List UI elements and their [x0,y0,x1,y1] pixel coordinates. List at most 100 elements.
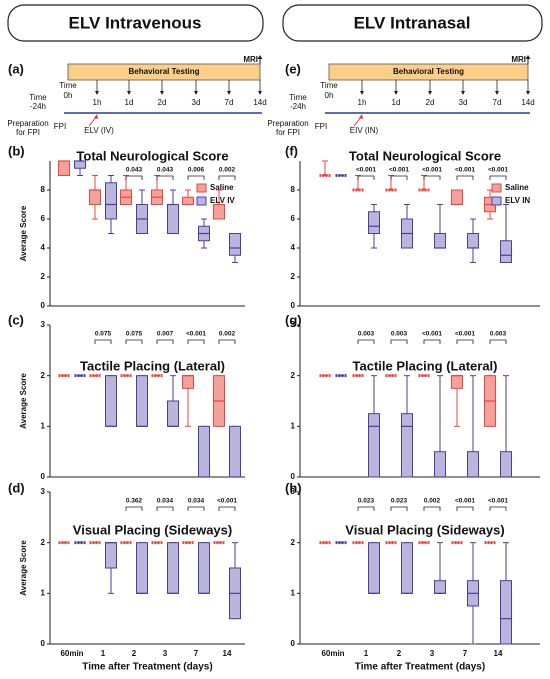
box [105,375,117,427]
y-tick-label: 3 [41,487,46,496]
box [368,542,380,594]
p-value: 0.075 [95,331,112,338]
significance-bracket [423,506,441,511]
p-value: 0.043 [157,167,174,174]
chart-title: Visual Placing (Sideways) [73,522,232,537]
p-value: <0.001 [217,498,237,505]
treatment-label: EIV (IN) [350,126,379,135]
significance-bracket [187,506,205,511]
box [434,233,446,249]
arrow-head [127,91,131,95]
box [136,375,148,427]
box [434,451,446,478]
legend-label: Saline [210,183,234,192]
time-point: 14d [253,98,266,107]
arrow-head [258,91,262,95]
arrow-head [257,55,263,59]
y-tick-label: 3 [291,320,296,329]
legend-swatch [491,183,502,193]
box [401,542,413,594]
y-axis-label: Average Score [19,373,28,429]
p-value: <0.001 [455,331,475,338]
p-value: 0.362 [126,498,143,505]
p-value: 0.034 [188,498,205,505]
x-tick-label: 1 [364,649,369,658]
p-value: <0.001 [389,167,409,174]
box [467,451,479,478]
y-tick-label: 1 [41,588,46,597]
panel-label: (g) [285,312,302,327]
y-tick-label: 1 [291,588,296,597]
prep-label: Preparation [7,119,48,128]
arrow-head [428,91,432,95]
y-tick-label: 2 [41,538,46,547]
x-tick-label: 14 [223,649,232,658]
fpi-label: FPI [315,122,327,131]
y-tick-label: 0 [291,301,296,310]
significance-bracket [489,175,507,180]
arrow-head [95,91,99,95]
significance-bracket [125,175,143,180]
p-value: 0.043 [126,167,143,174]
y-tick-label: 8 [291,185,296,194]
significance-bracket [94,339,112,344]
p-value: 0.007 [157,331,174,338]
p-value: 0.002 [424,498,441,505]
significance-bracket [156,339,174,344]
p-value: 0.003 [358,331,375,338]
chart-title: Total Neurological Score [349,148,501,163]
prep-label: for FPI [16,128,40,137]
y-tick-label: 6 [41,214,46,223]
box [368,413,380,478]
y-tick-label: 8 [41,185,46,194]
significance-bracket [187,339,205,344]
legend-swatch [196,196,207,206]
box [500,451,512,478]
p-value: <0.001 [422,331,442,338]
p-value: <0.001 [356,167,376,174]
box [58,160,70,176]
significance-bracket [390,175,408,180]
x-tick-label: 7 [194,649,199,658]
fpi-label: FPI [54,122,66,131]
x-tick-label: 3 [430,649,435,658]
y-tick-label: 2 [291,538,296,547]
y-tick-label: 0 [41,301,46,310]
significance-bracket [390,506,408,511]
p-value: <0.001 [455,167,475,174]
y-tick-label: 4 [41,243,46,252]
arrow-head [526,91,530,95]
time-point: 3d [192,98,201,107]
mri-label: MRI [243,55,258,64]
significance-bracket [357,175,375,180]
p-value: <0.001 [488,498,508,505]
y-tick-label: 4 [291,243,296,252]
x-axis-label: Time after Treatment (days) [82,662,212,673]
significance-bracket [423,175,441,180]
time-caption: Time [59,81,77,90]
significance-bracket [156,175,174,180]
y-tick-label: 2 [291,371,296,380]
x-tick-label: 2 [397,649,402,658]
box [368,211,380,234]
box [229,233,241,256]
p-value: 0.006 [188,167,205,174]
testing-bar [328,63,529,81]
p-value: <0.001 [455,498,475,505]
y-tick-label: 1 [41,421,46,430]
chart-title: Tactile Placing (Lateral) [80,358,225,373]
significance-bracket [357,339,375,344]
time-point: 1h [93,98,102,107]
column-title: ELV Intravenous [69,13,202,32]
arrow-head [461,91,465,95]
x-tick-label: 1 [101,649,106,658]
p-value: <0.001 [488,167,508,174]
x-tick-label: 7 [463,649,468,658]
p-value: 0.023 [358,498,375,505]
significance-bracket [390,339,408,344]
column-title: ELV Intranasal [354,13,471,32]
time-point: 1d [392,98,401,107]
significance-bracket [456,175,474,180]
legend-label: ELV IV [210,196,235,205]
significance-bracket [423,339,441,344]
